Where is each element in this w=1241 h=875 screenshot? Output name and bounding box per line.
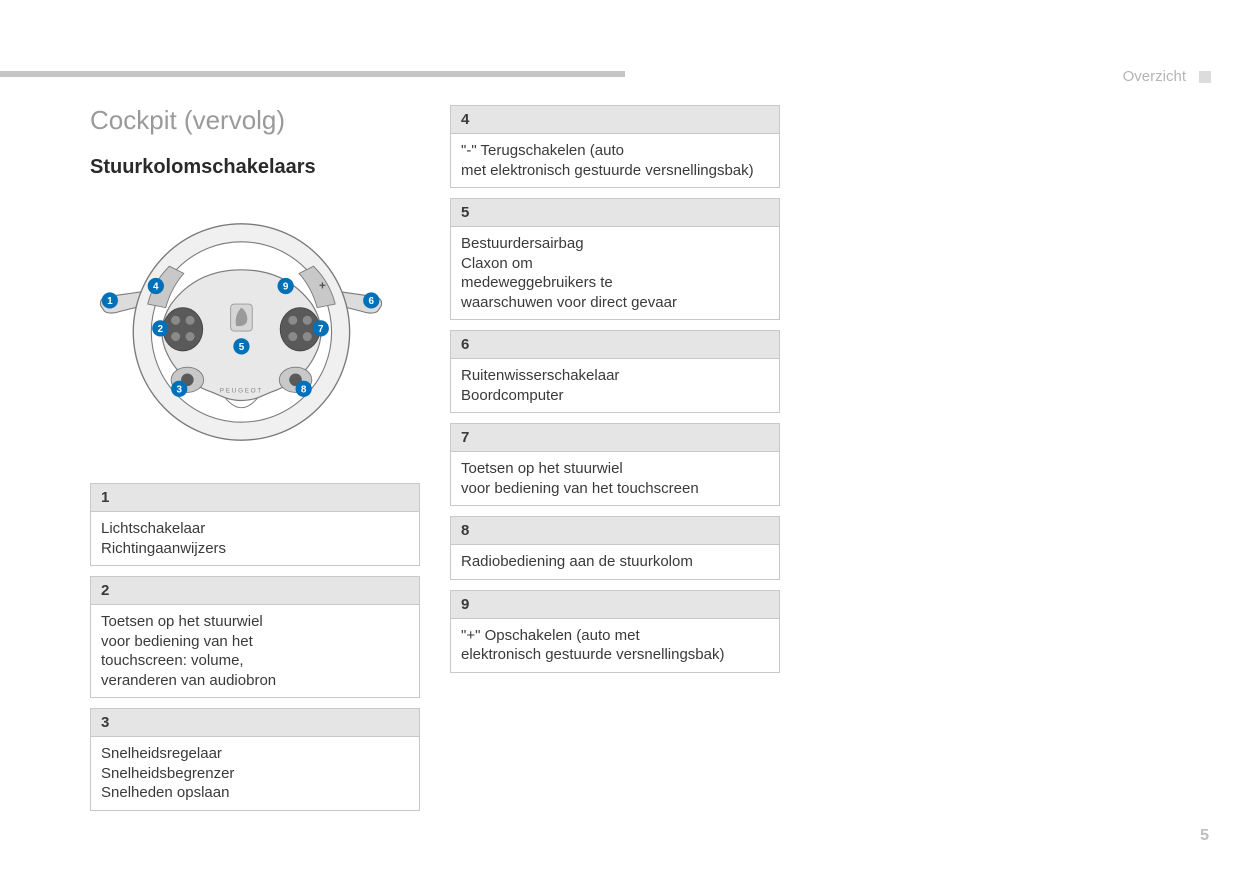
right-items-list: 4"-" Terugschakelen (auto met elektronis… (450, 105, 780, 683)
steering-wheel-diagram: − + (90, 201, 392, 463)
callout-number-7: 7 (318, 324, 324, 335)
legend-item-5: 5Bestuurdersairbag Claxon om medeweggebr… (450, 198, 780, 320)
legend-item-number: 5 (451, 199, 779, 227)
legend-item-number: 8 (451, 517, 779, 545)
page-subtitle: Stuurkolomschakelaars (90, 156, 420, 179)
legend-item-body: Bestuurdersairbag Claxon om medeweggebru… (451, 227, 779, 319)
callout-number-3: 3 (176, 384, 182, 395)
legend-item-4: 4"-" Terugschakelen (auto met elektronis… (450, 105, 780, 188)
brand-text: PEUGEOT (220, 387, 263, 394)
callout-number-6: 6 (369, 296, 375, 307)
left-column: Cockpit (vervolg) Stuurkolomschakelaars … (90, 105, 420, 821)
legend-item-number: 2 (91, 577, 419, 605)
legend-item-body: Snelheidsregelaar Snelheidsbegrenzer Sne… (91, 737, 419, 810)
header-bar (0, 71, 625, 77)
plus-icon: + (319, 280, 326, 293)
legend-item-number: 3 (91, 709, 419, 737)
legend-item-number: 9 (451, 591, 779, 619)
page-title: Cockpit (vervolg) (90, 105, 420, 136)
legend-item-body: Toetsen op het stuurwiel voor bediening … (451, 452, 779, 505)
callout-number-4: 4 (153, 282, 159, 293)
callout-number-5: 5 (239, 342, 245, 353)
callout-number-9: 9 (283, 282, 289, 293)
legend-item-number: 6 (451, 331, 779, 359)
legend-item-body: Lichtschakelaar Richtingaanwijzers (91, 512, 419, 565)
callout-number-2: 2 (158, 324, 164, 335)
right-column: 4"-" Terugschakelen (auto met elektronis… (450, 105, 780, 821)
section-marker (1199, 71, 1211, 83)
peugeot-emblem (231, 304, 253, 331)
callout-number-1: 1 (107, 296, 113, 307)
legend-item-8: 8Radiobediening aan de stuurkolom (450, 516, 780, 580)
left-button-cluster (163, 308, 203, 351)
legend-item-7: 7Toetsen op het stuurwiel voor bediening… (450, 423, 780, 506)
legend-item-2: 2Toetsen op het stuurwiel voor bediening… (90, 576, 420, 698)
legend-item-number: 1 (91, 484, 419, 512)
legend-item-body: Toetsen op het stuurwiel voor bediening … (91, 605, 419, 697)
legend-item-body: Radiobediening aan de stuurkolom (451, 545, 779, 579)
section-label: Overzicht (1123, 68, 1186, 85)
legend-item-body: "+" Opschakelen (auto met elektronisch g… (451, 619, 779, 672)
legend-item-1: 1Lichtschakelaar Richtingaanwijzers (90, 483, 420, 566)
left-items-list: 1Lichtschakelaar Richtingaanwijzers 2Toet… (90, 483, 420, 821)
legend-item-number: 7 (451, 424, 779, 452)
page-number: 5 (1200, 827, 1209, 845)
legend-item-9: 9"+" Opschakelen (auto met elektronisch … (450, 590, 780, 673)
callout-number-8: 8 (301, 384, 307, 395)
main-content: Cockpit (vervolg) Stuurkolomschakelaars … (90, 105, 800, 821)
legend-item-number: 4 (451, 106, 779, 134)
legend-item-body: "-" Terugschakelen (auto met elektronisc… (451, 134, 779, 187)
legend-item-6: 6Ruitenwisserschakelaar Boordcomputer (450, 330, 780, 413)
legend-item-body: Ruitenwisserschakelaar Boordcomputer (451, 359, 779, 412)
legend-item-3: 3Snelheidsregelaar Snelheidsbegrenzer Sn… (90, 708, 420, 811)
steering-wheel-svg: − + (90, 201, 392, 463)
